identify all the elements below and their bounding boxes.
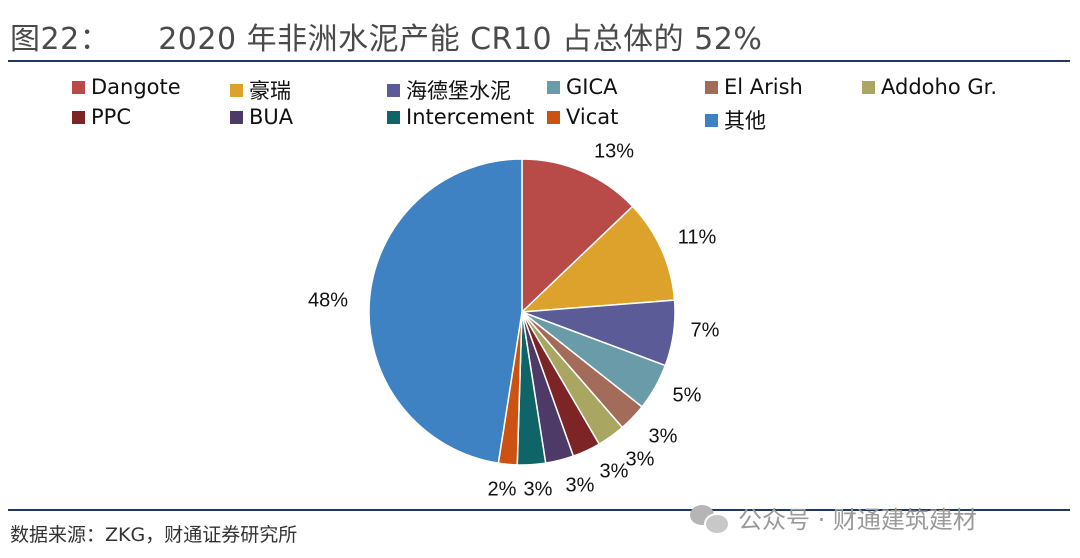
data-label: 5% [673, 384, 702, 406]
source-note: 数据来源：ZKG，财通证券研究所 [10, 524, 298, 546]
legend-label: 海德堡水泥 [406, 79, 511, 103]
chart-legend: Dangote 豪瑞 海德堡水泥 GICA El Arish Addoho Gr. PPC B… [0, 0, 1080, 140]
wechat-icon [690, 503, 730, 535]
legend-item: GICA [547, 75, 618, 99]
data-label: 13% [594, 140, 634, 162]
pie-slice [519, 205, 676, 313]
chart-title: 2020 年非洲水泥产能 CR10 占总体的 52% [158, 22, 763, 57]
legend-label: 其他 [724, 109, 766, 133]
title-divider [8, 60, 1070, 62]
legend-label: BUA [249, 105, 294, 129]
legend-item: 其他 [705, 105, 766, 135]
legend-label: El Arish [724, 75, 803, 99]
legend-swatch [230, 110, 243, 124]
legend-swatch [547, 110, 560, 124]
legend-item: El Arish [705, 75, 803, 99]
data-label: 3% [626, 448, 655, 470]
pie-slice [368, 158, 523, 465]
legend-swatch [547, 80, 560, 94]
legend-label: 豪瑞 [249, 79, 291, 103]
legend-item: Vicat [547, 105, 618, 129]
data-label: 48% [308, 289, 348, 311]
data-label: 3% [600, 460, 629, 482]
watermark: 公众号 · 财通建筑建材 [690, 500, 977, 535]
pie-slice [521, 158, 634, 314]
legend-item: Addoho Gr. [862, 75, 997, 99]
legend-item: BUA [230, 105, 293, 129]
legend-item: Dangote [72, 75, 181, 99]
figure-title: 图22： 2020 年非洲水泥产能 CR10 占总体的 52% [10, 14, 762, 58]
footer-divider [8, 509, 1070, 511]
legend-label: Addoho Gr. [881, 75, 997, 99]
data-label: 7% [691, 319, 720, 341]
legend-item: PPC [72, 105, 131, 129]
data-label: 3% [649, 425, 678, 447]
legend-label: Vicat [566, 105, 619, 129]
watermark-text: 公众号 · 财通建筑建材 [738, 506, 977, 534]
legend-swatch [230, 83, 243, 97]
legend-swatch [705, 80, 718, 94]
data-label: 3% [566, 474, 595, 496]
legend-item: 豪瑞 [230, 75, 291, 105]
data-label: 3% [524, 478, 553, 500]
legend-swatch [862, 80, 875, 94]
legend-swatch [387, 83, 400, 97]
legend-swatch [72, 80, 85, 94]
legend-label: GICA [566, 75, 618, 99]
legend-label: Dangote [91, 75, 181, 99]
legend-item: Intercement [387, 105, 534, 129]
legend-swatch [705, 113, 718, 127]
legend-swatch [387, 110, 400, 124]
figure-label: 图22： [10, 22, 111, 57]
data-label: 2% [488, 478, 517, 500]
legend-swatch [72, 110, 85, 124]
legend-label: PPC [91, 105, 131, 129]
pie-chart: 13%11%7%5%3%3%3%3%3%2%48% [308, 140, 720, 500]
data-label: 11% [678, 226, 717, 248]
legend-item: 海德堡水泥 [387, 75, 511, 105]
legend-label: Intercement [406, 105, 535, 129]
